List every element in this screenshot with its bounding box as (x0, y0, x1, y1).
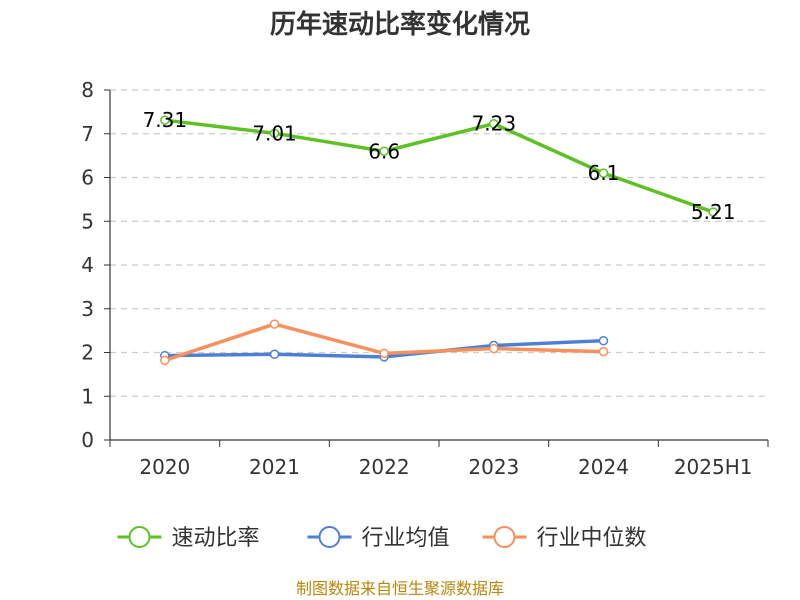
y-tick-label: 2 (81, 341, 94, 365)
x-tick-label: 2025H1 (674, 455, 753, 479)
series-2 (160, 319, 609, 366)
legend-marker (493, 526, 516, 548)
series-line (163, 118, 715, 214)
data-point (269, 319, 280, 329)
x-tick-label: 2023 (468, 455, 519, 479)
data-point (598, 335, 609, 346)
series-layer (160, 115, 718, 366)
legend-label: 速动比率 (172, 526, 260, 551)
data-label: 6.1 (588, 161, 620, 185)
chart-title: 历年速动比率变化情况 (270, 9, 530, 40)
legend-label: 行业中位数 (537, 526, 647, 551)
legend-marker (318, 526, 341, 548)
legend-marker (128, 526, 151, 548)
data-label: 6.6 (368, 139, 400, 163)
y-tick-label: 7 (81, 122, 94, 146)
x-tick-label: 2022 (359, 455, 410, 479)
y-tick-label: 3 (81, 297, 94, 321)
y-tick-label: 5 (81, 209, 94, 233)
data-point (379, 348, 389, 359)
legend-label: 行业均值 (362, 526, 450, 551)
series-0 (160, 115, 718, 217)
x-tick-label: 2020 (139, 455, 190, 479)
data-point (489, 343, 499, 354)
data-label: 7.01 (252, 121, 297, 145)
legend-item-2: 行业中位数 (482, 526, 647, 551)
data-point (708, 207, 718, 217)
source-note: 制图数据来自恒生聚源数据库 (296, 579, 504, 598)
data-point (379, 146, 389, 156)
data-point (160, 355, 170, 366)
axes: 0 1 2 3 4 5 6 7 8 2020 2021 2022 2023 2024 2025H1 (81, 78, 769, 479)
data-label: 7.31 (143, 108, 188, 132)
y-tick-label: 0 (81, 428, 94, 452)
data-label: 7.23 (472, 112, 517, 136)
y-tick-label: 6 (81, 166, 94, 190)
legend-item-1: 行业均值 (307, 526, 450, 551)
y-tick-label: 1 (81, 384, 94, 408)
data-point (160, 115, 170, 125)
x-tick-label: 2024 (578, 455, 629, 479)
data-point (489, 118, 499, 129)
data-point (269, 349, 280, 359)
y-tick-label: 8 (81, 78, 94, 102)
legend-item-0: 速动比率 (117, 526, 260, 551)
x-tick-label: 2021 (249, 455, 300, 479)
legend: 速动比率 行业均值 行业中位数 (117, 526, 647, 551)
data-point (269, 128, 280, 139)
data-label: 5.21 (691, 200, 736, 224)
data-labels: 7.31 7.01 6.6 7.23 6.1 5.21 (143, 108, 736, 224)
data-point (598, 346, 609, 357)
data-point (598, 168, 609, 178)
y-tick-label: 4 (81, 253, 94, 277)
